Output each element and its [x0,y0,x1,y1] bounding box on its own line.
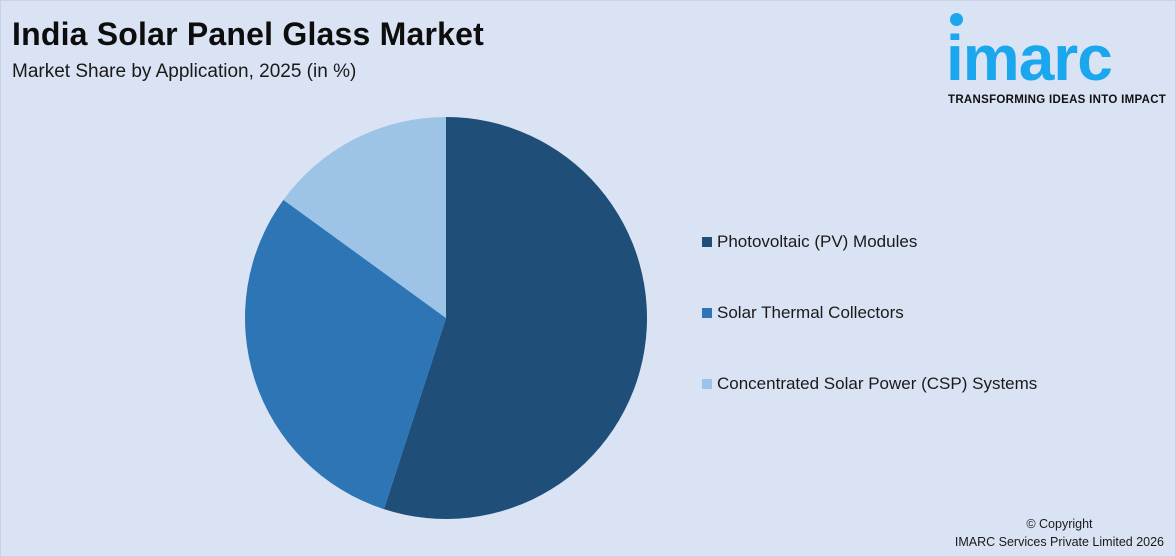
logo-dot-icon [950,13,963,26]
copyright-notice: © Copyright IMARC Services Private Limit… [955,515,1164,551]
copyright-company: IMARC Services Private Limited 2026 [954,535,1164,549]
legend-label: Solar Thermal Collectors [717,303,904,322]
legend-swatch-icon [702,308,712,318]
chart-title: India Solar Panel Glass Market [12,16,484,52]
legend-label: Concentrated Solar Power (CSP) Systems [717,374,1038,393]
imarc-logo: imarc TRANSFORMING IDEAS INTO IMPACT [946,12,1172,112]
logo-tagline: TRANSFORMING IDEAS INTO IMPACT [948,94,1167,106]
chart-subtitle: Market Share by Application, 2025 (in %) [12,61,357,82]
legend-swatch-icon [702,379,712,389]
pie-slice-0 [383,117,648,520]
pie-slices [244,117,648,520]
legend-swatch-icon [702,237,712,247]
pie-slice-2 [283,117,446,318]
copyright-line: © Copyright [1026,517,1093,531]
logo-wordmark: imarc [946,22,1113,94]
legend-item-solar-thermal: Solar Thermal Collectors [702,303,904,323]
legend-label: Photovoltaic (PV) Modules [717,232,918,251]
legend-item-pv-modules: Photovoltaic (PV) Modules [702,232,917,252]
pie-slice-1 [244,199,446,510]
legend-item-csp-systems: Concentrated Solar Power (CSP) Systems [702,374,1037,394]
